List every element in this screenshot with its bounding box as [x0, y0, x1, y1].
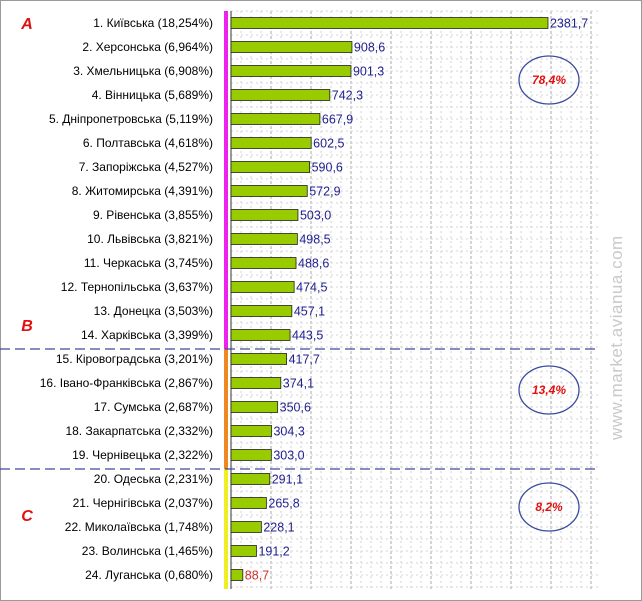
- category-label: 24. Луганська (0,680%): [85, 568, 213, 582]
- bar: [230, 89, 331, 101]
- bar: [230, 545, 257, 557]
- value-label: 291,1: [272, 473, 303, 487]
- value-label: 443,5: [292, 329, 323, 343]
- value-label: 228,1: [263, 521, 294, 535]
- group-share-circle: [518, 365, 580, 415]
- bar: [230, 281, 295, 293]
- group-bracket-a: [224, 11, 228, 349]
- bar: [230, 305, 293, 317]
- bars: [230, 17, 549, 581]
- value-labels: 2381,7 908,6 901,3 742,3 667,9 602,5 590,6 572,…: [245, 17, 588, 583]
- value-label: 265,8: [268, 497, 299, 511]
- category-label: 21. Чернігівська (2,037%): [73, 496, 213, 510]
- category-label: 18. Закарпатська (2,332%): [65, 424, 213, 438]
- value-label: 488,6: [298, 257, 329, 271]
- group-share-label: 78,4%: [532, 73, 566, 87]
- group-label: B: [21, 318, 33, 335]
- group-share-label: 8,2%: [535, 500, 563, 514]
- category-label: 2. Херсонська (6,964%): [82, 40, 213, 54]
- value-label: 417,7: [289, 353, 320, 367]
- category-label: 9. Рівенська (3,855%): [93, 208, 213, 222]
- group-share-circle: [518, 482, 580, 532]
- value-label: 88,7: [245, 569, 269, 583]
- watermark: www.market.avianua.com: [607, 235, 626, 441]
- value-label: 590,6: [312, 161, 343, 175]
- category-label: 1. Київська (18,254%): [93, 16, 213, 30]
- bar: [230, 377, 282, 389]
- category-labels: 1. Київська (18,254%) 2. Херсонська (6,96…: [40, 16, 213, 582]
- group-bracket-b: [224, 349, 228, 469]
- group-share-circle: [518, 55, 580, 105]
- value-label: 742,3: [332, 89, 363, 103]
- value-label: 498,5: [299, 233, 330, 247]
- category-label: 3. Хмельницька (6,908%): [73, 64, 213, 78]
- value-label: 503,0: [300, 209, 331, 223]
- value-label: 474,5: [296, 281, 327, 295]
- group-annotations: A 78,4% B 13,4% C 8,2%: [20, 16, 580, 532]
- bar: [230, 353, 287, 365]
- group-share-label: 13,4%: [532, 383, 566, 397]
- group-label: C: [21, 508, 33, 525]
- bar: [230, 161, 311, 173]
- category-label: 22. Миколаївська (1,748%): [65, 520, 213, 534]
- bar: [230, 209, 299, 221]
- value-label: 304,3: [273, 425, 304, 439]
- value-label: 374,1: [283, 377, 314, 391]
- value-label: 350,6: [280, 401, 311, 415]
- bar: [230, 185, 308, 197]
- bar: [230, 521, 262, 533]
- bar: [230, 113, 321, 125]
- bar: [230, 449, 272, 461]
- group-dividers: [0, 348, 595, 470]
- value-label: 908,6: [354, 41, 385, 55]
- category-label: 14. Харківська (3,399%): [81, 328, 213, 342]
- bar: [230, 473, 271, 485]
- bar: [230, 497, 267, 509]
- value-label: 667,9: [322, 113, 353, 127]
- category-label: 11. Черкаська (3,745%): [84, 256, 213, 270]
- category-label: 15. Кіровоградська (3,201%): [56, 352, 213, 366]
- category-label: 6. Полтавська (4,618%): [83, 136, 213, 150]
- group-label: A: [20, 16, 33, 33]
- category-label: 4. Вінницька (5,689%): [92, 88, 213, 102]
- bar: [230, 65, 352, 77]
- bar: [230, 17, 549, 29]
- value-label: 2381,7: [550, 17, 588, 31]
- value-label: 191,2: [258, 545, 289, 559]
- bar: [230, 41, 353, 53]
- category-label: 7. Запоріжська (4,527%): [79, 160, 213, 174]
- category-label: 10. Львівська (3,821%): [87, 232, 213, 246]
- category-label: 17. Сумська (2,687%): [94, 400, 213, 414]
- bar: [230, 569, 244, 581]
- category-label: 19. Чернівецька (2,322%): [72, 448, 213, 462]
- group-bracket-c: [224, 469, 228, 589]
- bar: [230, 425, 272, 437]
- category-label: 8. Житомирська (4,391%): [72, 184, 213, 198]
- value-label: 901,3: [353, 65, 384, 79]
- value-label: 572,9: [309, 185, 340, 199]
- value-label: 602,5: [313, 137, 344, 151]
- category-label: 12. Тернопільська (3,637%): [61, 280, 213, 294]
- category-label: 13. Донецка (3,503%): [94, 304, 213, 318]
- value-label: 457,1: [294, 305, 325, 319]
- category-label: 20. Одеська (2,231%): [94, 472, 213, 486]
- bar: [230, 401, 279, 413]
- bar: [230, 257, 297, 269]
- category-label: 16. Івано-Франківська (2,867%): [40, 376, 213, 390]
- category-label: 5. Дніпропетровська (5,119%): [49, 112, 213, 126]
- value-label: 303,0: [273, 449, 304, 463]
- grid: [231, 10, 598, 589]
- bar: [230, 233, 298, 245]
- category-label: 23. Волинська (1,465%): [82, 544, 213, 558]
- group-brackets: [224, 11, 228, 589]
- bar: [230, 137, 312, 149]
- bar: [230, 329, 291, 341]
